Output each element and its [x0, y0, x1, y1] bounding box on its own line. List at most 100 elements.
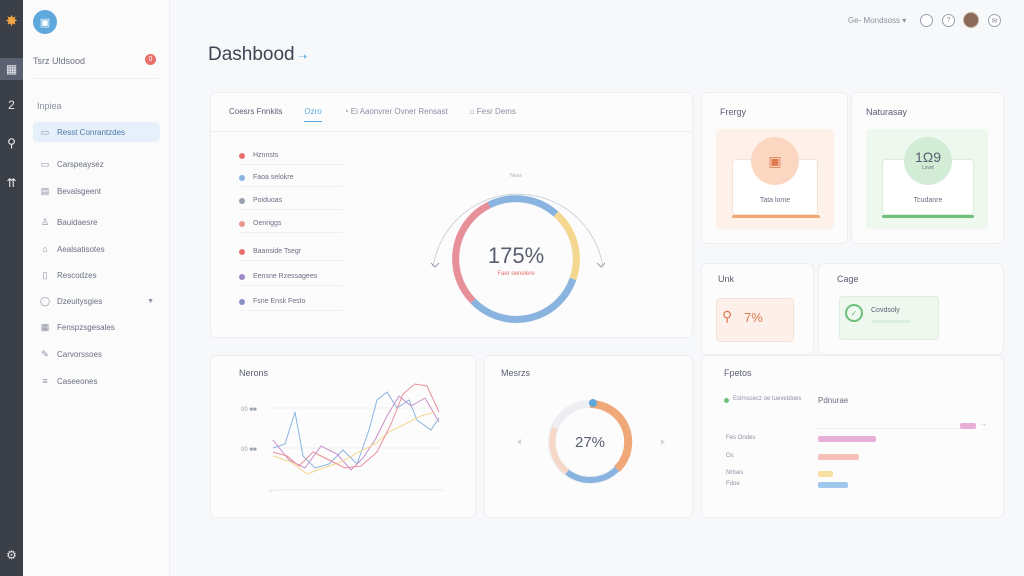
- list-item[interactable]: Baanside Tsegr: [239, 243, 343, 261]
- sidebar-item-4[interactable]: ⌂ Aealsatisotes: [33, 239, 160, 259]
- tab-3[interactable]: ⌂ Fesr Dems: [469, 107, 516, 116]
- unk-title: Unk: [718, 274, 735, 284]
- line-chart-title: Nerons: [239, 368, 269, 378]
- settings-icon[interactable]: ⚙: [6, 548, 17, 562]
- bar-label: Fes Ondes: [726, 435, 756, 441]
- list-dot: [239, 298, 245, 305]
- sidebar-item-1[interactable]: ▭ Carspeaysez: [33, 154, 160, 174]
- bar-label: Fdoe: [726, 481, 740, 487]
- list-item-label: Faoa selokre: [253, 174, 294, 181]
- tab-divider: [211, 131, 692, 132]
- gauge-tick-left: [430, 262, 440, 268]
- sidebar-divider: [33, 78, 158, 79]
- bar-label: Os: [726, 453, 734, 459]
- sidebar-item-label: Caseeones: [57, 376, 98, 386]
- sidebar-item-9[interactable]: ≡ Caseeones: [33, 371, 160, 391]
- gauge-sublabel: Faer oenelere: [497, 271, 535, 277]
- grid-icon: ▦: [40, 321, 50, 332]
- tab-1[interactable]: Ozro: [304, 107, 323, 122]
- unk-card: Unk ⚲ 7%: [701, 263, 814, 355]
- page-title: Dashbood: [208, 44, 295, 65]
- list-dot: [239, 152, 245, 159]
- user-label: Ge- Mondsoss: [848, 16, 901, 25]
- brand-icon[interactable]: ▣: [33, 10, 57, 34]
- list-dot: [239, 248, 245, 255]
- legend-label-a: Eslrnscecz oe tuevetdoes: [733, 396, 802, 402]
- list-item-label: Poiduoas: [253, 197, 283, 204]
- cage-bar: [871, 320, 911, 323]
- naturesay-bar: [882, 215, 974, 218]
- mail-icon[interactable]: ✉: [988, 14, 1001, 27]
- list-dot: [239, 174, 245, 181]
- document-icon: ▤: [40, 185, 50, 196]
- naturesay-value: 1Ω9: [914, 149, 942, 165]
- list-item[interactable]: Oenriggs: [239, 215, 343, 233]
- layout-icon[interactable]: ▦: [0, 58, 23, 80]
- naturesay-icon: 1Ω9 Lsvst: [904, 137, 952, 185]
- series-line-yellow: [272, 411, 436, 475]
- chevron-down-icon[interactable]: ▼: [147, 297, 154, 305]
- sidebar-item-2[interactable]: ▤ Bevalsgeent: [33, 181, 160, 201]
- sidebar-item-label: Bevalsgeent: [57, 186, 102, 196]
- panel-icon: ▭: [40, 126, 50, 137]
- help-icon[interactable]: ?: [942, 14, 955, 27]
- list-item[interactable]: Fsne Ensk Festo: [239, 293, 343, 311]
- workspace-title: Tsrz Uldsood: [33, 56, 86, 66]
- tab-0[interactable]: Coesrs Fnnkits: [229, 107, 283, 116]
- donut-arc-peach: [589, 399, 633, 472]
- status-icon[interactable]: [920, 14, 933, 27]
- sidebar-item-0[interactable]: ▭ Resst Conrantzdes: [33, 122, 160, 142]
- naturesay-card: Naturasay 1Ω9 Lsvst Tcudanre: [851, 92, 1004, 244]
- list-item-label: Baanside Tsegr: [253, 248, 302, 255]
- notification-badge: 0: [145, 54, 156, 65]
- sidebar: ▣ Tsrz Uldsood 0 Inpiea ▭ Resst Conrantzd…: [23, 0, 170, 576]
- energy-bar: [732, 215, 820, 218]
- chat-icon: ◯: [39, 295, 51, 306]
- tablet-icon: ▯: [42, 269, 48, 280]
- x-tick-label: ◦◦: [269, 489, 273, 495]
- tool-icon[interactable]: ⚲: [7, 136, 16, 150]
- sidebar-item-7[interactable]: ▦ Fenspzsgesales: [33, 317, 160, 337]
- donut-marker[interactable]: [589, 399, 597, 407]
- user-menu[interactable]: Ge- Mondsoss ▾: [848, 16, 907, 25]
- gauge-segment-yellow: [553, 211, 580, 281]
- sidebar-item-label: Fenspzsgesales: [57, 322, 115, 332]
- sidebar-item-8[interactable]: ✎ Carvorssoes: [33, 344, 160, 364]
- sidebar-item-6[interactable]: ◯ Dzeuitysgies ▼: [33, 291, 160, 311]
- naturesay-icon-label: Tcudanre: [913, 197, 943, 204]
- sidebar-item-label: Rescodzes: [57, 270, 97, 280]
- bar[interactable]: [818, 454, 859, 460]
- gauge-outer-arc: [432, 193, 604, 268]
- arrow-right-icon[interactable]: ➝: [298, 51, 308, 63]
- series-line-blue: [272, 391, 440, 469]
- chart-icon[interactable]: ⇈: [6, 176, 17, 190]
- sidebar-section-label: Inpiea: [37, 101, 62, 111]
- unk-value: 7%: [744, 310, 763, 325]
- list-item[interactable]: Eensne Rzessagees: [239, 268, 343, 286]
- donut-arrow-right-icon[interactable]: [661, 439, 665, 445]
- home-icon: ⌂: [42, 244, 48, 254]
- gauge-tick-right: [596, 262, 606, 268]
- sidebar-item-label: Bauidaesre: [57, 217, 98, 227]
- gauge-chart: Neas 175% Faer oenelere: [430, 173, 606, 323]
- sidebar-item-label: Aealsatisotes: [57, 244, 105, 254]
- cage-label: Covdsoly: [871, 307, 900, 314]
- tab-2[interactable]: ◔ Ei Aaonvrer Ovner Rensast: [343, 107, 448, 116]
- list-icon: ≡: [42, 376, 48, 386]
- app-logo-icon[interactable]: ✸: [5, 13, 18, 30]
- y-tick-label: 00 ■■: [241, 407, 257, 413]
- list-item[interactable]: Faoa selokre: [239, 169, 343, 187]
- sidebar-item-3[interactable]: ♙ Bauidaesre: [33, 212, 160, 232]
- gauge-value: 175%: [488, 243, 544, 268]
- bar[interactable]: [818, 436, 876, 442]
- donut-arrow-left-icon[interactable]: [517, 439, 521, 445]
- bar-card: Fpetos Eslrnscecz oe tuevetdoes Pdnurae …: [701, 355, 1004, 518]
- sidebar-item-5[interactable]: ▯ Rescodzes: [33, 265, 160, 285]
- number-icon[interactable]: 2: [8, 98, 15, 112]
- bar[interactable]: [818, 482, 848, 488]
- bar-marker: [960, 423, 976, 429]
- avatar[interactable]: [963, 12, 979, 28]
- list-item[interactable]: Poiduoas: [239, 192, 343, 210]
- bar[interactable]: [818, 471, 833, 477]
- list-item[interactable]: Hznnsts: [239, 147, 343, 165]
